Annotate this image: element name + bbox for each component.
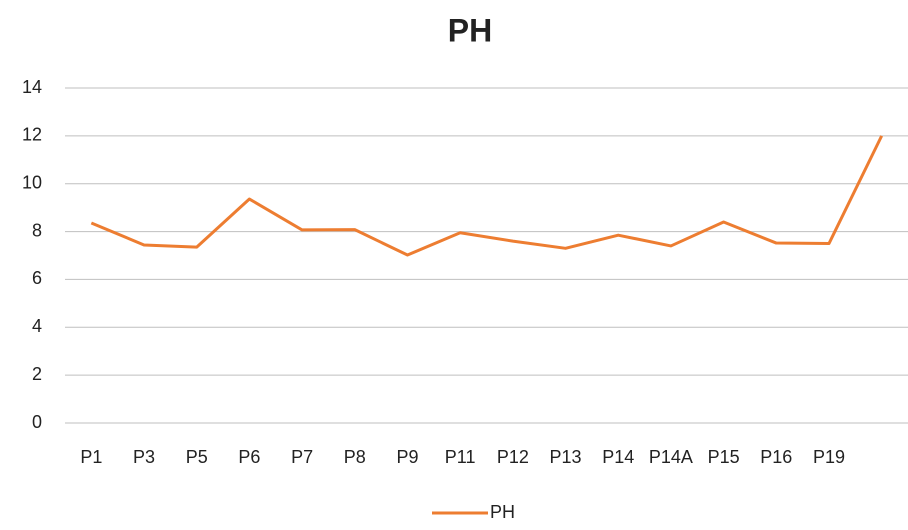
y-tick-label: 0	[32, 412, 42, 432]
y-tick-label: 6	[32, 268, 42, 288]
x-tick-label: P11	[445, 447, 476, 467]
x-tick-label: P6	[238, 447, 260, 467]
x-tick-label: P7	[291, 447, 313, 467]
y-tick-label: 12	[22, 125, 42, 145]
y-tick-label: 10	[22, 172, 42, 192]
y-tick-label: 4	[32, 316, 42, 336]
x-tick-label: P9	[396, 447, 418, 467]
line-series	[90, 135, 884, 257]
y-tick-label: 8	[32, 220, 42, 240]
x-tick-label: P14A	[649, 447, 693, 467]
x-tick-label: P16	[760, 447, 792, 467]
y-tick-label: 14	[22, 77, 42, 97]
y-tick-label: 2	[32, 364, 42, 384]
x-tick-label: P5	[186, 447, 208, 467]
x-tick-label: P19	[813, 447, 845, 467]
x-tick-label: P12	[497, 447, 529, 467]
x-tick-label: P15	[708, 447, 740, 467]
chart-title: PH	[448, 12, 492, 48]
x-tick-label: P3	[133, 447, 155, 467]
x-tick-label: P14	[602, 447, 634, 467]
x-tick-label: P8	[344, 447, 366, 467]
x-tick-label: P1	[80, 447, 102, 467]
x-tick-label: P13	[550, 447, 582, 467]
legend-label: PH	[490, 502, 515, 522]
